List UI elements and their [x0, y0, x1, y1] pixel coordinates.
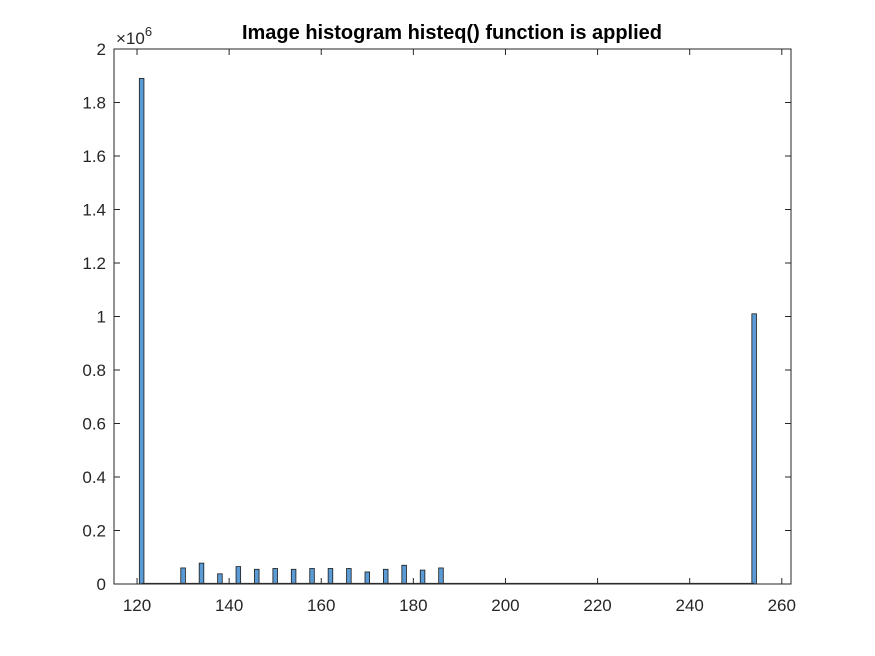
histogram-bar: [364, 571, 371, 585]
y-tick-label: 0.2: [82, 522, 106, 541]
y-exponent-label: ×106: [116, 24, 152, 48]
histogram-bar: [309, 568, 315, 585]
x-tick-label: 120: [123, 596, 151, 615]
y-tick-label: 0: [97, 575, 106, 594]
x-tick-label: 160: [307, 596, 335, 615]
histogram-bar: [272, 568, 278, 585]
y-tick-label: 1: [97, 308, 106, 327]
x-tick-label: 200: [491, 596, 519, 615]
y-tick-label: 2: [97, 40, 106, 59]
y-exponent-power: 6: [145, 24, 152, 39]
y-tick-label: 0.8: [82, 361, 106, 380]
histogram-bar: [419, 569, 426, 585]
histogram-bar: [254, 568, 260, 585]
histogram-bar: [327, 568, 334, 585]
chart-title: Image histogram histeq() function is app…: [242, 22, 662, 44]
x-tick-label: 140: [215, 596, 243, 615]
histogram-bar: [235, 566, 242, 585]
y-tick-label: 1.8: [82, 94, 106, 113]
histogram-bar: [401, 564, 407, 585]
x-tick-label: 260: [768, 596, 796, 615]
histogram-bar: [383, 568, 389, 585]
x-axis: 120 140 160 180 200 220 240 260: [123, 49, 796, 615]
y-tick-label: 1.2: [82, 254, 106, 273]
y-axis: 0 0.2 0.4 0.6 0.8 1 1.2 1.4 1.6 1.8 2: [82, 40, 791, 594]
y-tick-label: 0.6: [82, 415, 106, 434]
y-tick-label: 1.6: [82, 147, 106, 166]
x-tick-label: 180: [399, 596, 427, 615]
histogram-bar: [138, 78, 145, 585]
plot-area: [114, 49, 791, 584]
histogram-bar: [751, 313, 757, 585]
histogram-bar: [198, 562, 205, 585]
histogram-bar: [438, 567, 444, 585]
x-tick-label: 220: [583, 596, 611, 615]
histogram-bar: [180, 567, 186, 585]
histogram-bar: [217, 573, 223, 585]
histogram-bar: [346, 568, 352, 585]
x-tick-label: 240: [675, 596, 703, 615]
y-tick-label: 1.4: [82, 201, 106, 220]
histogram-bar: [290, 568, 297, 585]
y-tick-label: 0.4: [82, 468, 106, 487]
